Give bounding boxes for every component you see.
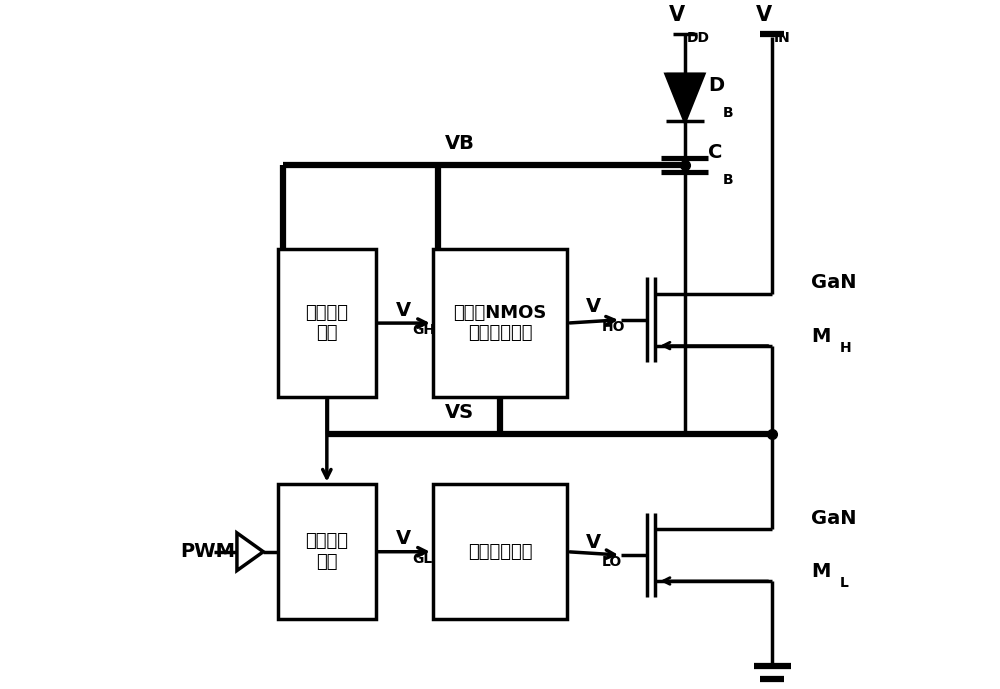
Text: V: V [669, 6, 685, 25]
Text: C: C [708, 143, 723, 163]
Polygon shape [666, 74, 704, 121]
Text: B: B [723, 106, 733, 120]
Text: HO: HO [602, 320, 626, 333]
Text: 高侧双NMOS
分段驱动电路: 高侧双NMOS 分段驱动电路 [453, 304, 547, 342]
Text: GH: GH [412, 323, 435, 337]
Text: GL: GL [412, 552, 432, 566]
Text: V: V [586, 533, 601, 552]
Text: IN: IN [774, 30, 790, 45]
Text: V: V [396, 300, 411, 320]
Text: GaN: GaN [811, 508, 857, 528]
Text: M: M [811, 327, 831, 346]
Text: V: V [396, 529, 411, 548]
FancyBboxPatch shape [278, 484, 376, 619]
Text: D: D [708, 76, 725, 95]
Text: M: M [811, 562, 831, 582]
Text: H: H [840, 341, 851, 355]
Text: VS: VS [445, 403, 474, 422]
Text: V: V [586, 298, 601, 316]
Text: GaN: GaN [811, 274, 857, 292]
FancyBboxPatch shape [433, 249, 567, 397]
Text: VB: VB [445, 134, 475, 153]
Text: 低侧驱动电路: 低侧驱动电路 [468, 543, 532, 561]
Text: LO: LO [602, 555, 622, 569]
FancyBboxPatch shape [278, 249, 376, 397]
Text: B: B [723, 173, 733, 187]
Text: 死区控制
电路: 死区控制 电路 [305, 533, 348, 571]
Text: DD: DD [686, 30, 709, 45]
Text: L: L [840, 576, 848, 590]
Text: PWM: PWM [181, 542, 236, 562]
Text: V: V [756, 6, 772, 25]
FancyBboxPatch shape [433, 484, 567, 619]
Text: 电平移位
电路: 电平移位 电路 [305, 304, 348, 342]
